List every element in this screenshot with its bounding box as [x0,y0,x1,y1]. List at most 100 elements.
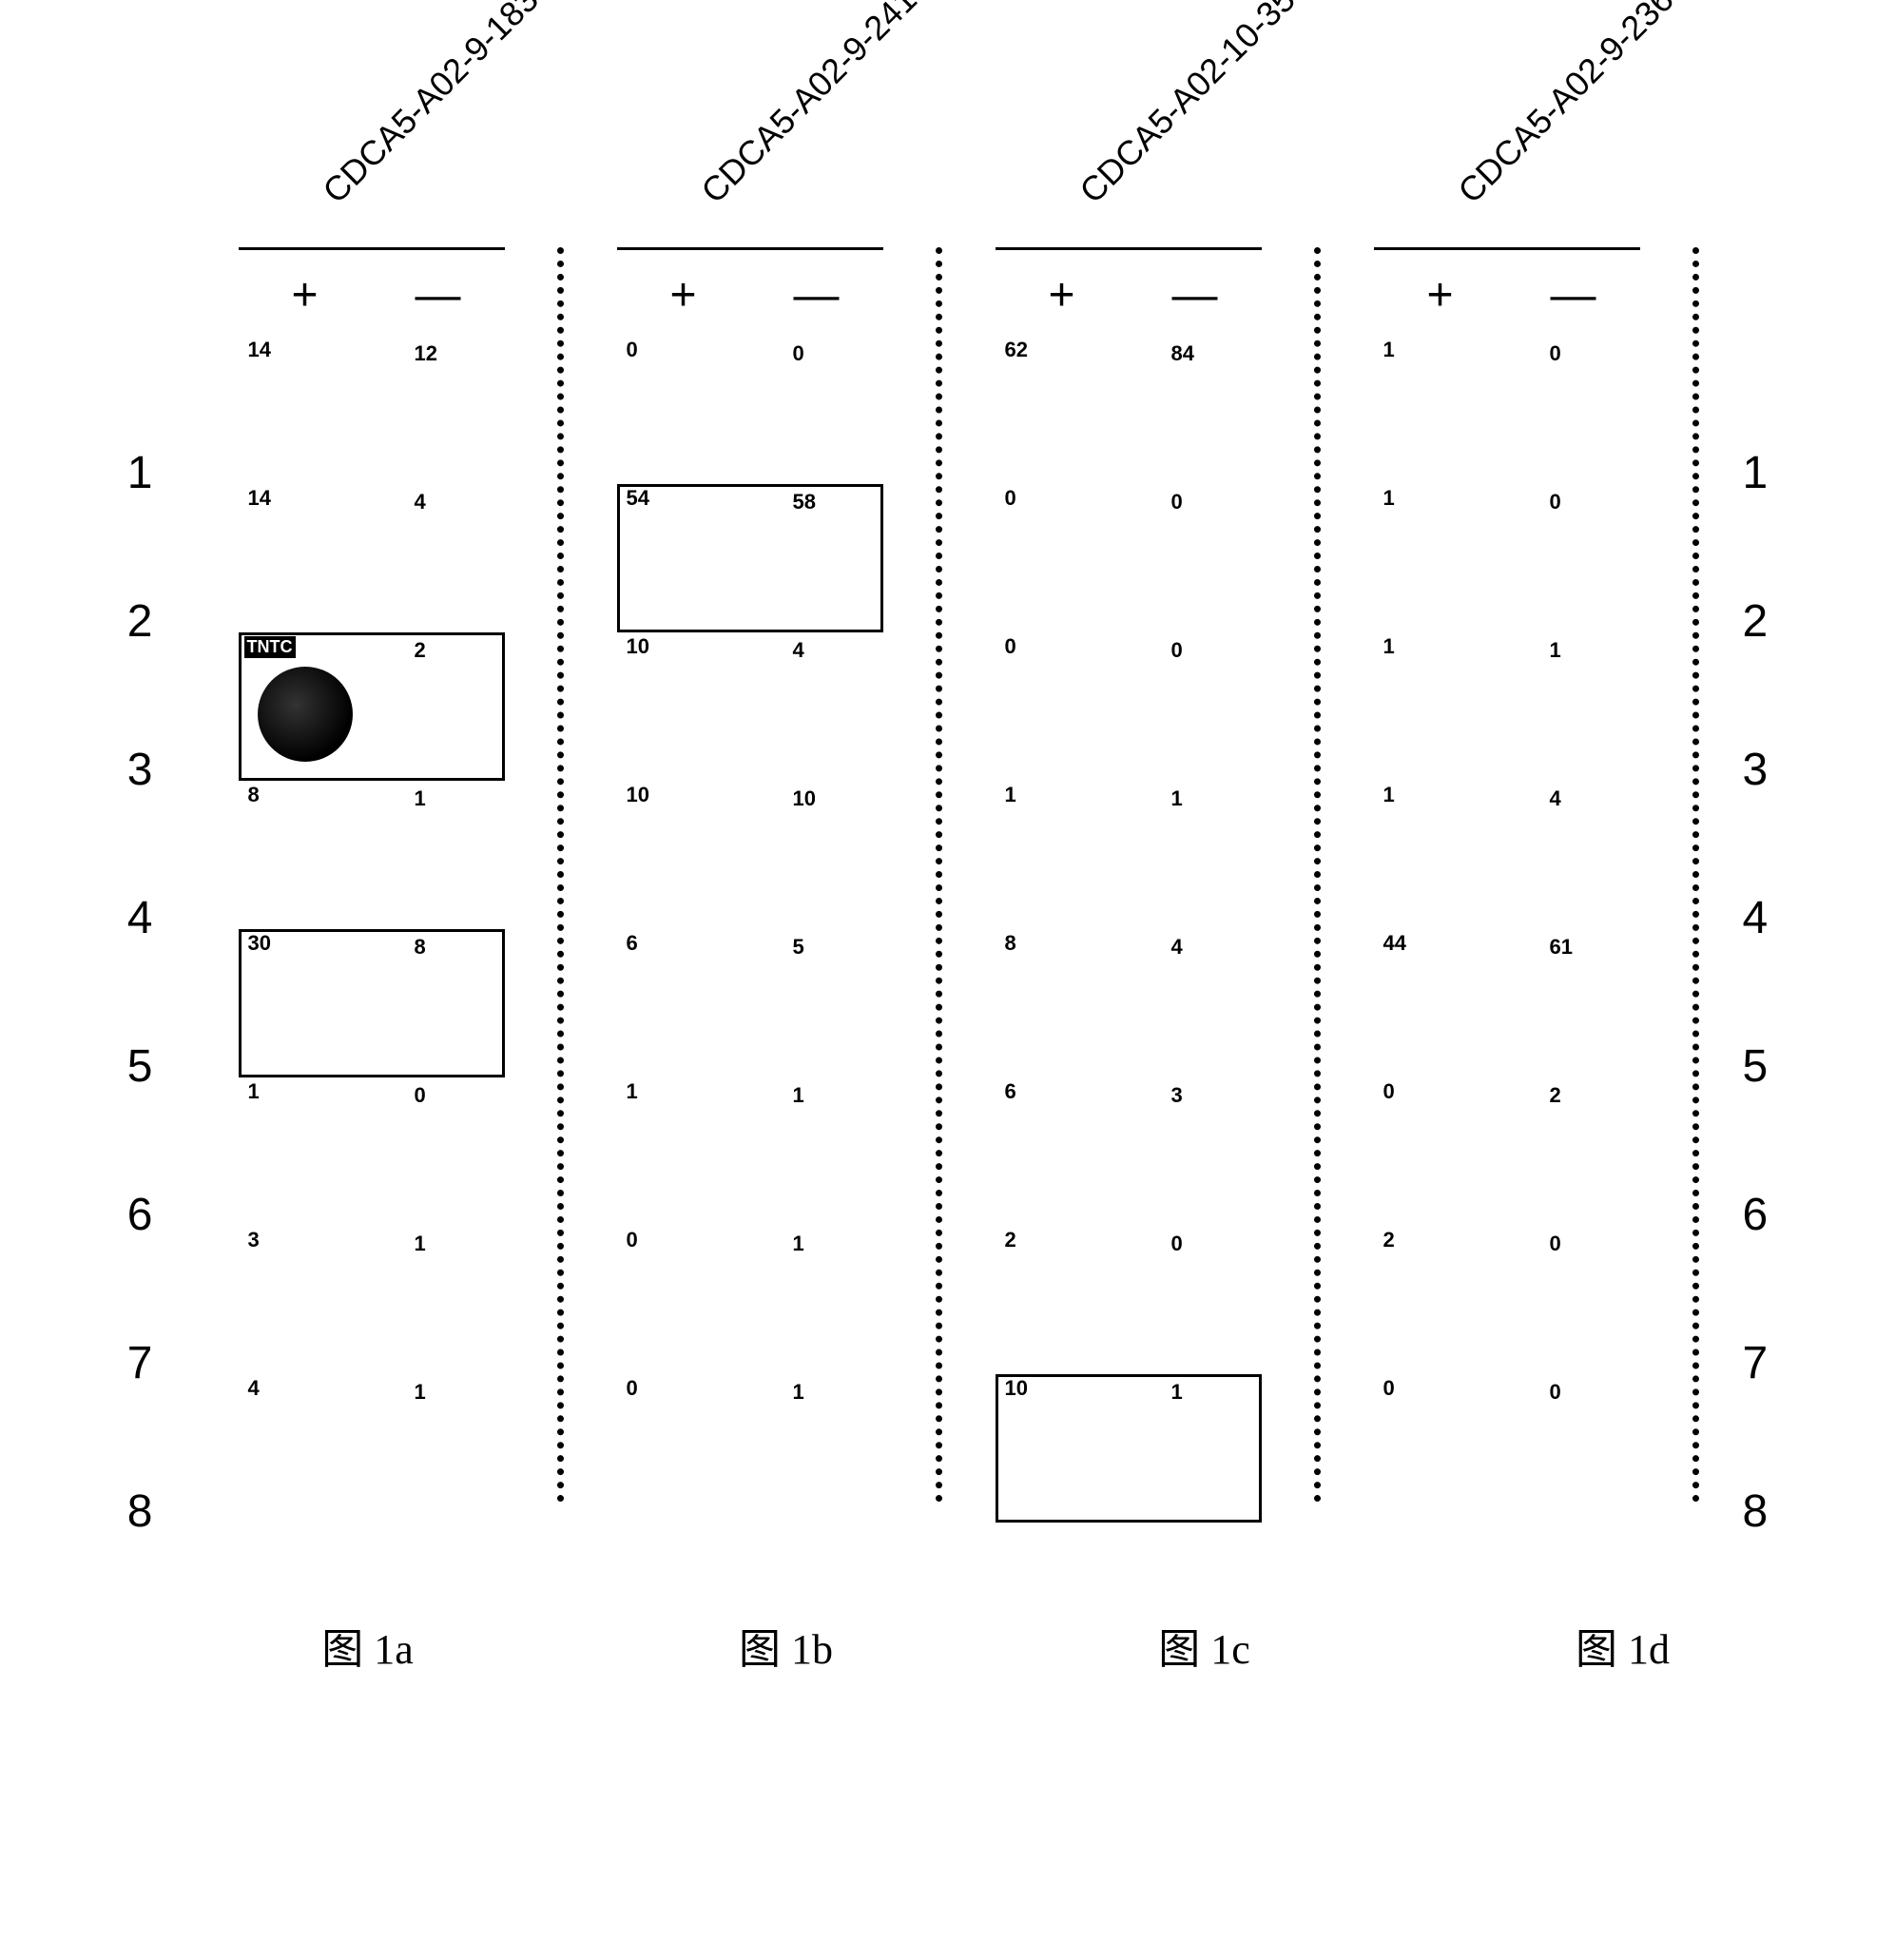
well-count: 0 [1550,341,1561,366]
plus-label: + [636,269,731,321]
row-label: 3 [1743,668,1769,816]
well-count: 1 [415,786,426,811]
well-count: 84 [1171,341,1194,366]
caption: 图 1a [225,1615,511,1676]
well-count: 4 [248,1376,260,1401]
header-rule [617,247,883,250]
panel-header: CDCA5-A02-10-35 [1072,0,1303,211]
well-cell-plus: 1 [996,781,1129,929]
well-cell-minus: 4 [1129,929,1262,1077]
well-count: 1 [1005,783,1016,807]
well-cell-minus: 1 [1129,781,1262,929]
well-cell-plus: 14 [239,336,372,484]
well-count: 2 [1550,1083,1561,1108]
well-cell-plus: 1 [1374,781,1507,929]
well-cell-plus: 2 [996,1226,1129,1374]
wells-grid: 005458104101065110101 [617,336,883,1523]
well-row: 144 [239,484,505,632]
well-count: 1 [248,1079,260,1104]
well-cell-plus: 2 [1374,1226,1507,1374]
minus-label: — [769,269,864,321]
well-cell-plus: 0 [1374,1077,1507,1226]
well-cell-plus: 8 [996,929,1129,1077]
well-count: 8 [1005,931,1016,956]
well-cell-minus: 0 [372,1077,505,1226]
caption-row: 图 1a 图 1b 图 1c 图 1d [19,1615,1876,1676]
panel-header: CDCA5-A02-9-236 [1450,0,1681,211]
well-count: 1 [1171,786,1183,811]
panel-header: CDCA5-A02-9-241 [693,0,924,211]
well-cell-plus: 0 [617,336,750,484]
well-count: 10 [793,786,816,811]
well-count: 62 [1005,338,1028,362]
row-label: 7 [127,1261,153,1409]
well-cell-minus: 1 [750,1226,883,1374]
well-count: 0 [1383,1079,1395,1104]
well-row: 00 [996,484,1262,632]
well-count: 4 [793,638,804,663]
well-cell-plus: TNTC [239,632,372,781]
well-count: 1 [1171,1380,1183,1405]
header-rule [239,247,505,250]
well-cell-plus: 6 [617,929,750,1077]
well-cell-minus: 0 [1129,632,1262,781]
well-row: 00 [996,632,1262,781]
row-label: 3 [127,668,153,816]
well-row: 00 [1374,1374,1640,1523]
well-row: 104 [617,632,883,781]
row-label: 2 [127,519,153,668]
well-count: 5 [793,935,804,960]
well-count: 3 [248,1228,260,1252]
well-count: 0 [1171,638,1183,663]
well-count: 2 [1383,1228,1395,1252]
row-label: 6 [127,1113,153,1261]
well-cell-minus: 61 [1507,929,1640,1077]
well-count: 14 [248,338,271,362]
row-label: 4 [1743,816,1769,964]
well-cell-minus: 1 [372,781,505,929]
panel-header: CDCA5-A02-9-183 [315,0,546,211]
row-label: 7 [1743,1261,1769,1409]
well-count: 6 [1005,1079,1016,1104]
well-cell-minus: 0 [1129,484,1262,632]
well-cell-minus: 0 [1507,484,1640,632]
well-cell-plus: 4 [239,1374,372,1523]
well-row: 20 [1374,1226,1640,1374]
well-cell-plus: 10 [617,781,750,929]
well-row: 63 [996,1077,1262,1226]
well-cell-plus: 6 [996,1077,1129,1226]
well-count: 0 [1383,1376,1395,1401]
well-count: 10 [627,783,649,807]
well-cell-plus: 0 [617,1226,750,1374]
well-count: 1 [415,1232,426,1256]
well-count: 0 [627,1376,638,1401]
well-count: 8 [248,783,260,807]
wells-grid: 101011144461022000 [1374,336,1640,1523]
well-row: 41 [239,1374,505,1523]
well-count: 1 [793,1232,804,1256]
well-row: 65 [617,929,883,1077]
caption: 图 1c [1062,1615,1347,1676]
well-count: 2 [1005,1228,1016,1252]
well-cell-plus: 14 [239,484,372,632]
well-count: 0 [415,1083,426,1108]
well-row: TNTC 2 [239,632,505,781]
well-cell-minus: 3 [1129,1077,1262,1226]
well-row: 11 [1374,632,1640,781]
well-count: 54 [627,486,649,511]
well-cell-plus: 10 [996,1374,1129,1523]
well-count: 2 [415,638,426,663]
well-row: 10 [1374,336,1640,484]
well-row: 1412 [239,336,505,484]
well-cell-minus: 0 [1507,1374,1640,1523]
well-cell-minus: 2 [372,632,505,781]
well-count: 0 [793,341,804,366]
well-cell-plus: 0 [996,632,1129,781]
well-row: 11 [996,781,1262,929]
header-rule [1374,247,1640,250]
caption: 图 1b [644,1615,929,1676]
well-cell-minus: 8 [372,929,505,1077]
row-label: 1 [127,371,153,519]
well-cell-plus: 3 [239,1226,372,1374]
row-label: 1 [1743,371,1769,519]
